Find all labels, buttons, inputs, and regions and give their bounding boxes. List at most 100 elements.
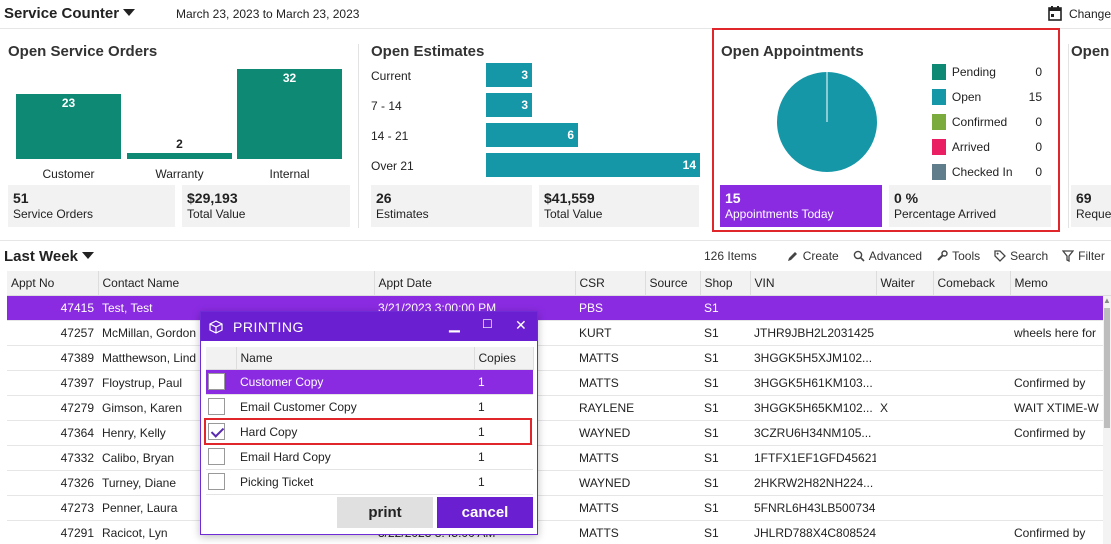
print-option-name: Email Hard Copy — [236, 444, 474, 470]
table-cell: 47397 — [7, 370, 98, 396]
estimates-count: 26 — [376, 190, 392, 206]
table-row[interactable]: 47389 Matthewson, Lind MATTS S1 3HGGK5H5XJM1… — [7, 345, 1111, 371]
legend-item: Checked In 0 — [932, 159, 1042, 184]
service-orders-count-tile[interactable]: 51 Service Orders — [8, 185, 175, 227]
name-column-header[interactable]: Name — [236, 347, 475, 370]
print-option-checkbox[interactable] — [208, 373, 225, 390]
estimates-count-tile[interactable]: 26 Estimates — [371, 185, 532, 227]
dialog-titlebar[interactable]: PRINTING ▁ ☐ ✕ — [201, 312, 537, 341]
pencil-icon — [787, 252, 797, 261]
table-row[interactable]: 47364 Henry, Kelly WAYNED S1 3CZRU6H34NM105.… — [7, 420, 1111, 446]
column-header[interactable]: Appt Date — [374, 271, 576, 296]
column-header[interactable]: Waiter — [876, 271, 934, 296]
table-cell: S1 — [700, 495, 750, 521]
column-header[interactable]: VIN — [750, 271, 877, 296]
print-option-checkbox[interactable] — [208, 473, 225, 490]
scrollbar-thumb[interactable] — [1104, 308, 1110, 428]
column-header[interactable]: Source — [645, 271, 701, 296]
table-row[interactable]: 47257 McMillan, Gordon KURT S1 JTHR9JBH2L203… — [7, 320, 1111, 346]
print-option-copies[interactable]: 1 — [474, 369, 533, 395]
bar-internal[interactable] — [237, 69, 342, 159]
print-option-row[interactable]: Picking Ticket 1 — [206, 469, 533, 495]
change-date-button[interactable]: Change — [1048, 6, 1111, 21]
wrench-icon — [937, 250, 948, 261]
bar-14-21[interactable]: 6 — [486, 123, 578, 147]
copies-column-header[interactable]: Copies — [474, 347, 534, 370]
table-row[interactable]: 47397 Floystrup, Paul MATTS S1 3HGGK5H61KM10… — [7, 370, 1111, 396]
legend-label: Pending — [951, 64, 996, 79]
print-option-checkbox[interactable] — [208, 423, 225, 440]
tools-button[interactable]: Tools — [936, 249, 980, 263]
open-estimates-title: Open Estimates — [371, 43, 485, 60]
open-requests-title: Open — [1071, 43, 1110, 60]
service-orders-value: $29,193 — [187, 190, 238, 206]
print-option-copies[interactable]: 1 — [474, 469, 533, 495]
table-cell: S1 — [700, 320, 750, 346]
print-option-checkbox[interactable] — [208, 398, 225, 415]
bar-over21[interactable]: 14 — [486, 153, 700, 177]
column-header[interactable]: Comeback — [933, 271, 1011, 296]
table-row[interactable]: 47273 Penner, Laura MATTS S1 5FNRL6H43LB5007… — [7, 495, 1111, 521]
table-cell: S1 — [700, 470, 750, 496]
percentage-arrived-tile[interactable]: 0 % Percentage Arrived — [889, 185, 1051, 227]
table-cell: S1 — [700, 345, 750, 371]
table-cell — [876, 295, 933, 321]
column-header[interactable]: Shop — [700, 271, 751, 296]
service-orders-count: 51 — [13, 190, 29, 206]
bar-7-14[interactable]: 3 — [486, 93, 532, 117]
table-row[interactable]: 47279 Gimson, Karen RAYLENE S1 3HGGK5H65KM10… — [7, 395, 1111, 421]
service-orders-value-tile[interactable]: $29,193 Total Value — [182, 185, 350, 227]
legend-swatch — [932, 63, 946, 80]
column-header[interactable]: Memo — [1010, 271, 1111, 296]
table-row[interactable]: 47332 Calibo, Bryan MATTS S1 1FTFX1EF1GFD456… — [7, 445, 1111, 471]
date-range: March 23, 2023 to March 23, 2023 — [176, 7, 360, 21]
appointments-today-tile[interactable]: 15 Appointments Today — [720, 185, 882, 227]
cancel-button[interactable]: cancel — [437, 497, 533, 528]
print-option-checkbox[interactable] — [208, 448, 225, 465]
print-option-row[interactable]: Customer Copy 1 — [206, 369, 533, 395]
estimates-value-tile[interactable]: $41,559 Total Value — [539, 185, 699, 227]
print-option-copies[interactable]: 1 — [474, 444, 533, 470]
advanced-button[interactable]: Advanced — [853, 249, 922, 263]
create-button[interactable]: Create — [787, 249, 839, 263]
print-option-name: Email Customer Copy — [236, 394, 474, 420]
close-icon[interactable]: ✕ — [515, 317, 527, 333]
bar-warranty[interactable] — [127, 153, 232, 159]
bar-customer[interactable] — [16, 94, 121, 159]
legend-value: 0 — [1035, 64, 1042, 79]
table-cell: 47279 — [7, 395, 98, 421]
print-option-row[interactable]: Hard Copy 1 — [206, 419, 533, 445]
scroll-up-arrow-icon[interactable]: ▲ — [1103, 296, 1111, 305]
table-row[interactable]: 47326 Turney, Diane WAYNED S1 2HKRW2H82NH224… — [7, 470, 1111, 496]
maximize-icon[interactable]: ☐ — [482, 317, 493, 331]
search-button[interactable]: Search — [994, 249, 1048, 263]
table-cell — [1010, 345, 1111, 371]
legend-swatch — [932, 88, 946, 105]
print-option-copies[interactable]: 1 — [474, 394, 533, 420]
print-option-row[interactable]: Email Customer Copy 1 — [206, 394, 533, 420]
last-week-dropdown[interactable]: Last Week — [4, 248, 94, 265]
column-header[interactable]: Appt No — [7, 271, 99, 296]
requests-tile[interactable]: 69 Reques — [1071, 185, 1111, 227]
column-header[interactable]: Contact Name — [98, 271, 375, 296]
table-cell — [645, 470, 700, 496]
advanced-label: Advanced — [868, 249, 923, 263]
filter-button[interactable]: Filter — [1062, 249, 1105, 263]
table-cell — [876, 420, 933, 446]
table-row[interactable]: 47415 Test, Test 3/21/2023 3:00:00 PM PBS S1 — [7, 295, 1111, 321]
minimize-icon[interactable]: ▁ — [449, 316, 460, 332]
print-option-row[interactable]: Email Hard Copy 1 — [206, 444, 533, 470]
category-label: 7 - 14 — [371, 99, 402, 113]
table-cell: 1FTFX1EF1GFD45621 — [750, 445, 876, 471]
service-orders-count-label: Service Orders — [13, 207, 94, 221]
print-button[interactable]: print — [337, 497, 433, 528]
bar-current[interactable]: 3 — [486, 63, 532, 87]
table-cell: 3CZRU6H34NM105... — [750, 420, 876, 446]
column-header[interactable]: CSR — [575, 271, 646, 296]
appointments-today-label: Appointments Today — [725, 207, 834, 221]
table-cell: 47273 — [7, 495, 98, 521]
table-cell: 47332 — [7, 445, 98, 471]
checkbox-cell — [206, 444, 236, 470]
service-counter-dropdown[interactable]: Service Counter — [4, 5, 136, 22]
